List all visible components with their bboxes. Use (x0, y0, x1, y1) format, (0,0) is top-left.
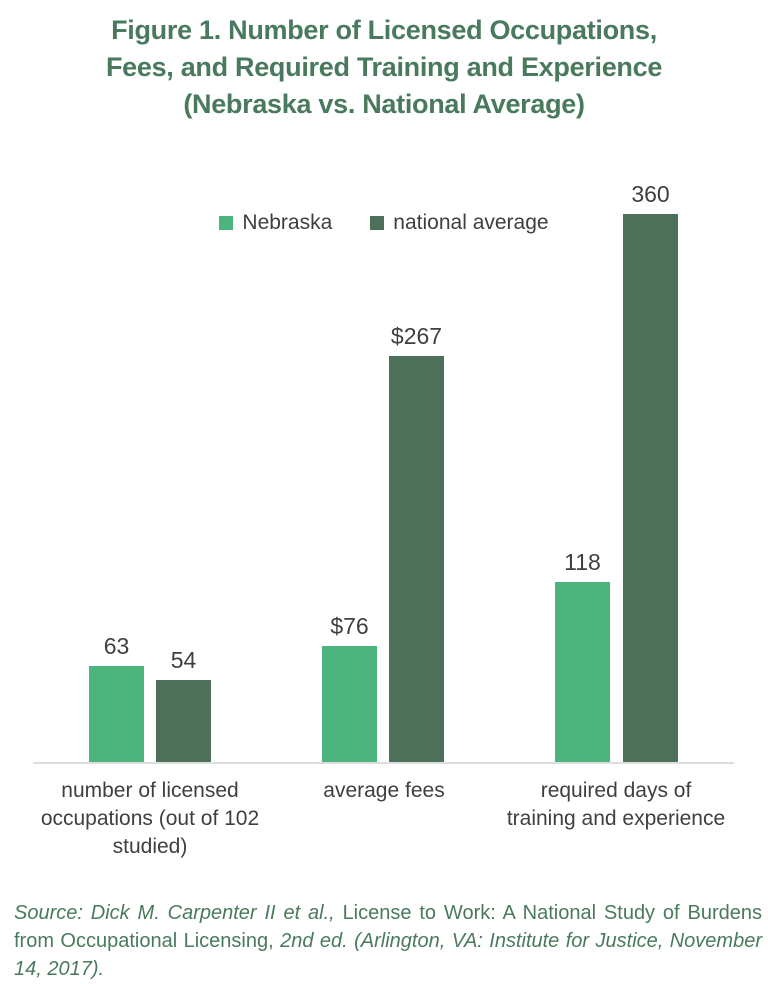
bar-value-label: 118 (564, 549, 601, 575)
bar-value-label: $76 (330, 613, 369, 639)
axis-category-label-3: required days of training and experience (506, 779, 726, 830)
legend-item-nebraska: Nebraska (219, 211, 332, 235)
bar-value-label: 360 (631, 181, 670, 207)
legend-label-national-average: national average (393, 211, 549, 234)
figure-title-line-2: Fees, and Required Training and Experien… (105, 52, 663, 82)
bar-national-average-group-3 (623, 214, 678, 762)
nebraska-swatch-icon (219, 216, 234, 230)
figure-title-line-1: Figure 1. Number of Licensed Occupations… (111, 15, 657, 45)
legend-item-national-average: national average (370, 211, 549, 235)
source-segment-2: License to Work: A National Study of Bur… (14, 902, 762, 952)
national-average-swatch-icon (370, 216, 385, 230)
source-segment-3: 2nd ed. (Arlington, VA: Institute for Ju… (14, 930, 762, 980)
bar-value-label: $267 (390, 323, 443, 349)
source-citation: Source: Dick M. Carpenter II et al., Lic… (14, 899, 762, 983)
x-axis-line (33, 762, 734, 764)
chart-legend: Nebraska national average (0, 211, 768, 235)
bar-national-average-group-1 (156, 680, 211, 762)
bar-nebraska-group-1 (89, 666, 144, 762)
figure-title: Figure 1. Number of Licensed Occupations… (0, 12, 768, 123)
bar-nebraska-group-2 (322, 646, 377, 762)
axis-category-label-2: average fees (323, 779, 445, 802)
axis-category-label-1: number of licensed occupations (out of 10… (40, 779, 260, 858)
bar-nebraska-group-3 (555, 582, 610, 762)
bar-value-label: 63 (103, 633, 130, 659)
source-segment-1: Source: Dick M. Carpenter II et al., (14, 902, 343, 924)
bar-value-label: 54 (170, 647, 197, 673)
bar-national-average-group-2 (389, 356, 444, 762)
legend-label-nebraska: Nebraska (242, 211, 333, 234)
figure-title-line-3: (Nebraska vs. National Average) (183, 89, 585, 119)
